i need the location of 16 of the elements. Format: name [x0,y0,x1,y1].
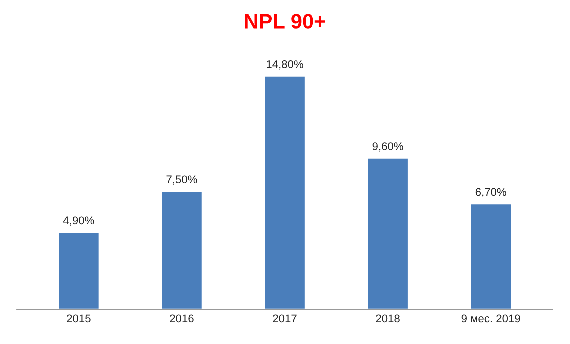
data-label: 9,60% [372,142,404,152]
x-tick-label: 2016 [170,314,194,323]
bar [264,75,306,310]
bar [366,157,410,310]
x-tick-label: 2018 [376,314,400,323]
data-label: 4,90% [63,216,94,226]
bar [470,203,512,310]
data-label: 7,50% [166,176,198,185]
bar [58,232,100,310]
x-tick-label: 2015 [67,314,91,323]
bar [160,190,204,310]
x-tick-label: 2017 [273,314,297,323]
x-tick-label: 9 мес. 2019 [462,314,520,323]
chart-title: NPL 90+ [245,14,326,29]
data-label: 14,80% [267,60,304,70]
data-label: 6,70% [476,188,506,198]
